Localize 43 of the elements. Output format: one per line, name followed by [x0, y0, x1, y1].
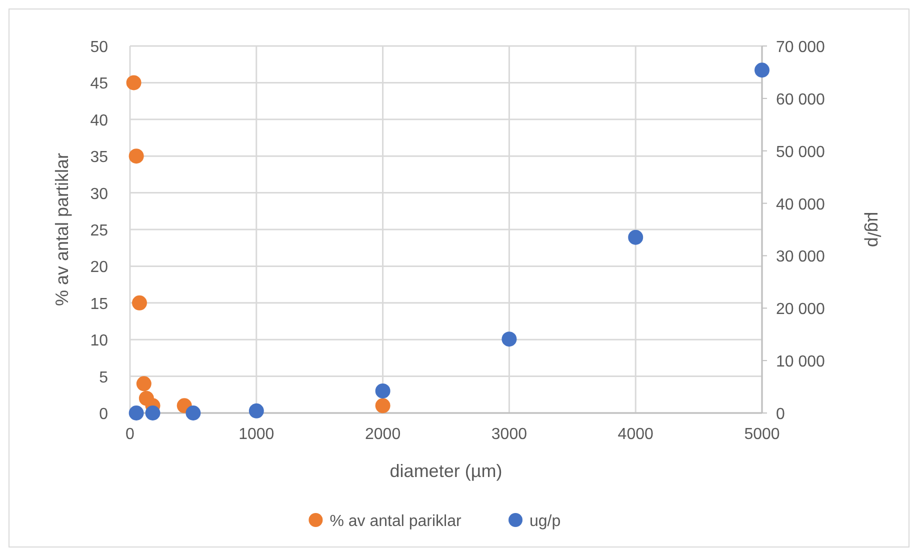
point: [186, 406, 201, 420]
y-tick-label: 30: [90, 186, 108, 203]
point: [132, 295, 147, 310]
x-tick-label: 5000: [744, 426, 780, 443]
x-axis-title: diameter (µm): [390, 461, 502, 481]
legend-label: % av antal pariklar: [330, 513, 462, 530]
y-tick-label: 5: [99, 369, 108, 386]
y-tick-label: 50: [90, 39, 108, 56]
x-tick-label: 2000: [365, 426, 401, 443]
y2-axis-title: µg/p: [864, 212, 884, 248]
legend-label: ug/p: [530, 513, 561, 530]
y2-tick-label: 50 000: [776, 144, 826, 161]
point: [375, 383, 390, 398]
y2-tick-label: 30 000: [776, 248, 826, 266]
y2-tick-label: 70 000: [776, 39, 826, 56]
point: [136, 376, 152, 392]
y-tick-label: 35: [90, 149, 108, 166]
point: [126, 75, 142, 90]
x-tick-label: 0: [126, 426, 135, 443]
y2-tick-label: 20 000: [776, 301, 826, 318]
point: [502, 332, 517, 347]
point: [128, 406, 144, 420]
point: [145, 406, 160, 420]
y-tick-label: 20: [90, 259, 108, 276]
point: [128, 148, 144, 164]
y2-tick-label: 10 000: [776, 354, 826, 371]
y-axis-title: % av antal partiklar: [52, 152, 72, 306]
y-tick-label: 45: [90, 76, 108, 93]
y2-tick-label: 0: [776, 406, 785, 423]
point: [628, 230, 644, 245]
y-tick-label: 10: [90, 332, 108, 350]
point: [375, 398, 390, 414]
y-tick-label: 40: [90, 112, 108, 130]
y-tick-label: 25: [90, 222, 108, 240]
x-tick-label: 1000: [238, 426, 274, 443]
y-tick-label: 15: [90, 296, 108, 313]
y2-tick-label: 40 000: [776, 196, 826, 214]
y-tick-label: 0: [99, 406, 108, 423]
point: [754, 62, 770, 78]
point: [248, 403, 264, 418]
x-tick-label: 4000: [618, 426, 654, 443]
x-tick-label: 3000: [491, 426, 528, 443]
y2-tick-label: 60 000: [776, 91, 826, 108]
